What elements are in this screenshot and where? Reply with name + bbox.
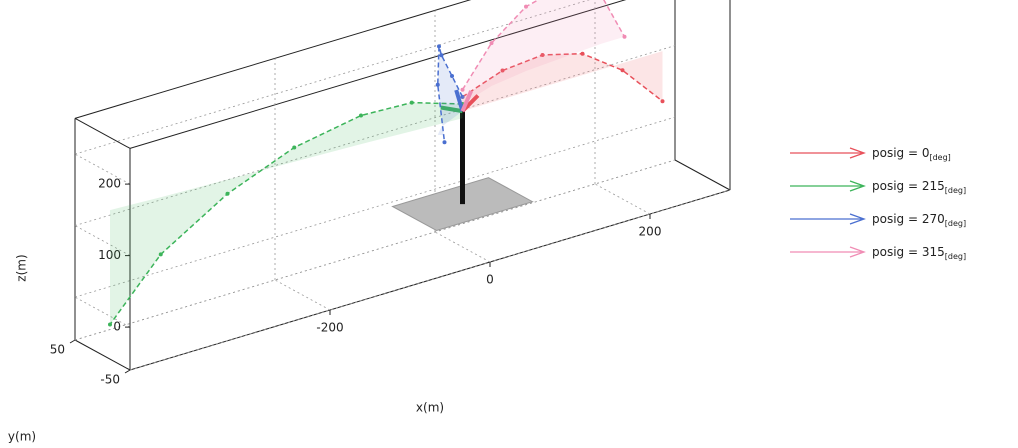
trajectory-point: [159, 252, 163, 256]
trajectory-point: [621, 68, 625, 72]
chart: x(m) y(m) z(m) -2000200010020050-50posig…: [0, 0, 1018, 448]
box-edge: [75, 340, 130, 370]
x-axis-label: x(m): [416, 401, 444, 415]
legend-unit: [deg]: [945, 186, 966, 195]
trajectory-point: [461, 88, 465, 92]
grid-line: [435, 232, 490, 262]
grid-line: [595, 184, 650, 214]
box-edge: [675, 160, 730, 190]
legend-label: posig = 215[deg]: [872, 179, 966, 195]
legend-label: posig = 270[deg]: [872, 212, 966, 228]
trajectory-point: [108, 323, 112, 327]
legend-name: posig = 315: [872, 245, 945, 259]
trajectory-point: [581, 52, 585, 56]
trajectory-point: [226, 192, 230, 196]
box-edge: [75, 118, 130, 148]
trajectory-point: [437, 44, 441, 48]
y-tick: [125, 370, 130, 373]
legend-unit: [deg]: [929, 153, 950, 162]
trajectory-point: [443, 140, 447, 144]
trajectory-point: [436, 83, 440, 87]
legend-name: posig = 270: [872, 212, 945, 226]
trajectory-point: [450, 74, 454, 78]
trajectory-point: [524, 5, 528, 9]
x-tick-label: 0: [486, 273, 494, 287]
x-tick-label: 200: [639, 225, 662, 239]
x-tick-label: -200: [316, 321, 343, 335]
legend-unit: [deg]: [945, 252, 966, 261]
legend-name: posig = 0: [872, 146, 929, 160]
trajectory-point: [359, 114, 363, 118]
legend-unit: [deg]: [945, 219, 966, 228]
trajectory-point: [490, 41, 494, 45]
trajectory-point: [410, 101, 414, 105]
y-axis-label: y(m): [8, 430, 36, 444]
grid-line: [275, 280, 330, 310]
legend-label: posig = 0[deg]: [872, 146, 951, 162]
y-tick-label: 50: [50, 343, 65, 357]
trajectory-point: [440, 53, 444, 57]
z-tick-label: 200: [98, 177, 121, 191]
z-axis-label: z(m): [15, 254, 29, 281]
trajectory-point: [661, 99, 665, 103]
legend-name: posig = 215: [872, 179, 945, 193]
legend-label: posig = 315[deg]: [872, 245, 966, 261]
z-tick-label: 0: [113, 320, 121, 334]
trajectory-point: [623, 35, 627, 39]
y-tick: [70, 340, 75, 343]
y-tick-label: -50: [100, 373, 120, 387]
trajectory-point: [292, 146, 296, 150]
